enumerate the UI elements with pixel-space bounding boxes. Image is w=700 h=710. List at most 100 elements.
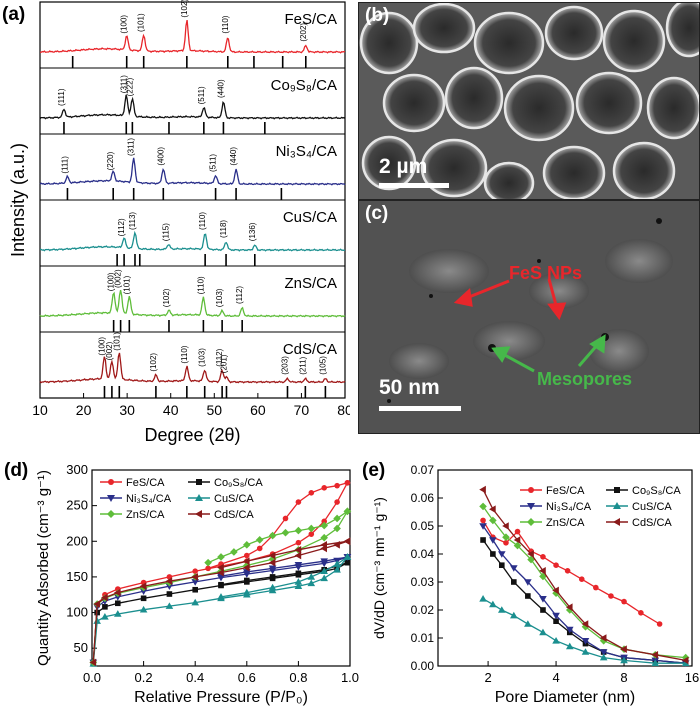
data-point xyxy=(513,536,521,544)
x-tick-label: 50 xyxy=(206,402,222,418)
data-point xyxy=(497,551,506,558)
data-point xyxy=(108,479,114,485)
data-point xyxy=(217,563,224,572)
data-point xyxy=(581,638,590,645)
data-point xyxy=(295,539,302,546)
data-point xyxy=(490,551,496,557)
data-point xyxy=(140,595,147,602)
data-point xyxy=(101,593,108,602)
peak-label: (136) xyxy=(248,222,257,241)
data-point xyxy=(539,572,547,581)
peak-label: (440) xyxy=(216,79,225,98)
data-point xyxy=(320,567,328,575)
series-label: ZnS/CA xyxy=(284,275,337,292)
data-point xyxy=(527,518,535,526)
x-axis-label: Degree (2θ) xyxy=(144,425,240,445)
data-point xyxy=(89,658,97,667)
data-point xyxy=(307,524,316,533)
legend-label: CdS/CA xyxy=(632,517,672,529)
data-point xyxy=(333,514,341,523)
peak-label: (102) xyxy=(149,353,158,372)
panel-label-b: (b) xyxy=(365,5,390,26)
peak-label: (110) xyxy=(198,212,207,230)
panel-label-a: (a) xyxy=(2,4,25,25)
peak-label: (220) xyxy=(106,151,115,170)
peak-label: (100) xyxy=(107,272,116,291)
data-point xyxy=(282,515,289,522)
data-point xyxy=(527,555,535,564)
data-point xyxy=(480,537,486,543)
data-point xyxy=(269,574,276,580)
data-point xyxy=(196,479,202,485)
data-point xyxy=(294,551,302,560)
annotation-mesopores: Mesopores xyxy=(537,369,633,389)
x-axis-label: Pore Diameter (nm) xyxy=(495,689,635,706)
data-point xyxy=(243,541,251,549)
series-label: Co₉S₈/CA xyxy=(271,77,337,94)
data-point xyxy=(217,568,224,577)
peak-label: (105) xyxy=(318,356,327,375)
y-axis-label: Quantity Adsorbed (cm⁻³ g⁻¹) xyxy=(35,470,52,666)
data-point xyxy=(139,588,148,595)
data-point xyxy=(681,659,690,666)
legend-label: Ni₃S₄/CA xyxy=(126,493,172,505)
peak-label: (311) xyxy=(127,138,136,156)
scale-bar-label: 2 µm xyxy=(379,155,428,178)
data-point xyxy=(502,533,510,541)
legend-label: CuS/CA xyxy=(632,501,672,513)
data-point xyxy=(599,653,608,661)
data-point xyxy=(333,560,341,567)
data-point xyxy=(307,579,316,587)
data-point xyxy=(651,659,660,666)
data-point xyxy=(320,521,328,530)
data-point xyxy=(320,558,328,566)
data-point xyxy=(527,550,534,558)
sem-micrograph: (b) 2 µm xyxy=(358,2,700,200)
y-tick-label: 0.05 xyxy=(411,519,435,533)
tem-micrograph: (c) FeS NPs Mesopores 50 nm xyxy=(358,200,700,434)
data-point xyxy=(503,540,509,546)
data-point xyxy=(256,545,263,552)
data-point xyxy=(333,524,341,533)
data-point xyxy=(565,642,574,650)
data-point xyxy=(243,588,251,596)
peak-label: (111) xyxy=(57,88,66,106)
data-point xyxy=(539,628,547,636)
y-tick-label: 0.07 xyxy=(411,463,435,477)
legend-label: Co₉S₈/CA xyxy=(632,485,681,497)
data-point xyxy=(243,563,250,572)
x-tick-label: 0.2 xyxy=(135,670,153,685)
peak-label: (203) xyxy=(280,356,289,375)
data-point xyxy=(581,648,590,655)
data-point xyxy=(613,518,620,526)
y-tick-label: 0.02 xyxy=(411,603,435,617)
peak-label: (101) xyxy=(137,13,146,32)
peak-label: (002) xyxy=(105,341,114,360)
x-tick-label: 70 xyxy=(294,402,310,418)
data-point xyxy=(656,621,663,627)
data-point xyxy=(552,612,560,620)
peak-label: (100) xyxy=(120,15,129,34)
legend-label: ZnS/CA xyxy=(546,517,585,529)
x-tick-label: 16 xyxy=(685,670,699,685)
peak-label: (102) xyxy=(162,288,171,307)
peak-label: (101) xyxy=(112,332,121,351)
data-point xyxy=(139,605,148,613)
x-tick-label: 0.0 xyxy=(83,670,101,685)
x-tick-label: 80 xyxy=(337,402,350,418)
peak-label: (110) xyxy=(180,345,189,363)
data-point xyxy=(107,495,115,502)
x-tick-label: 40 xyxy=(163,402,179,418)
data-point xyxy=(344,559,351,566)
data-point xyxy=(191,579,199,586)
data-point xyxy=(308,531,315,537)
data-point xyxy=(114,588,121,597)
data-point xyxy=(281,528,290,537)
data-point xyxy=(479,595,487,602)
data-point xyxy=(528,487,534,493)
legend-label: FeS/CA xyxy=(546,485,585,497)
peak-label: (103) xyxy=(215,288,224,307)
series-label: CdS/CA xyxy=(283,341,337,358)
xrd-pattern-line xyxy=(39,19,346,54)
data-point xyxy=(268,551,276,560)
